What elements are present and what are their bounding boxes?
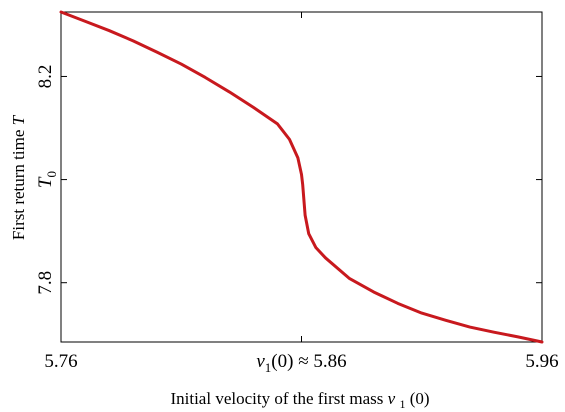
y-axis-title-symbol: T [9, 114, 28, 125]
x-tick-label-1: v1(0) ≈ 5.86 [256, 351, 346, 375]
tick-labels: 5.76 v1(0) ≈ 5.86 5.96 7.8 T0 8.2 [35, 65, 559, 375]
series [59, 10, 544, 344]
x-tick-label-2: 5.96 [525, 351, 558, 372]
series-line-0 [59, 10, 544, 344]
y-tick-label-1: T0 [35, 171, 59, 188]
y-tick-label-0: 7.8 [35, 271, 56, 295]
y-axis-title-text: First return time [9, 125, 28, 240]
y-tick-label-2: 8.2 [35, 65, 56, 89]
x-axis-title-text: Initial velocity of the first mass [170, 389, 387, 408]
x-axis-title: Initial velocity of the first mass v 1 (… [170, 389, 429, 412]
x-axis-title-sub: 1 [399, 397, 405, 411]
x-axis-title-arg: (0) [410, 389, 430, 408]
x-tick-label-0: 5.76 [44, 351, 77, 372]
x-axis-title-symbol: v [388, 389, 396, 408]
y-axis-title: First return time T [9, 114, 28, 240]
